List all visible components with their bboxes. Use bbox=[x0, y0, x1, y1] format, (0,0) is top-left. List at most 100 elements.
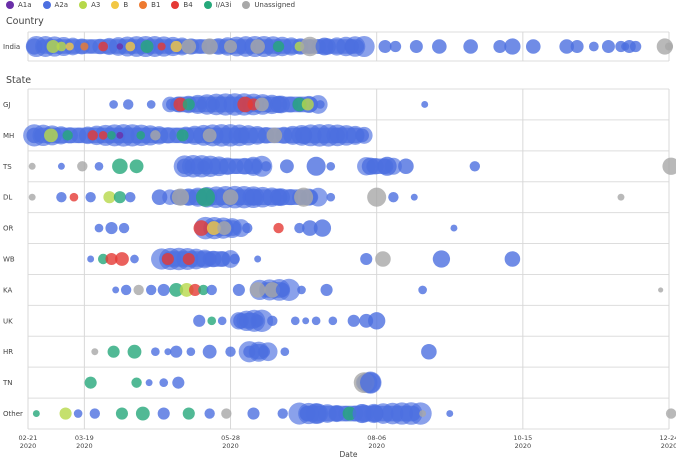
data-point bbox=[250, 39, 265, 54]
data-point bbox=[198, 284, 209, 296]
data-point bbox=[59, 407, 72, 420]
data-point bbox=[367, 187, 387, 207]
data-point bbox=[118, 222, 130, 234]
data-point bbox=[469, 161, 481, 172]
data-point bbox=[244, 188, 263, 206]
x-axis-label: Date bbox=[340, 450, 358, 459]
data-point bbox=[280, 347, 290, 357]
data-point bbox=[570, 40, 584, 53]
legend-swatch bbox=[203, 1, 212, 9]
data-point bbox=[161, 252, 174, 266]
data-point bbox=[656, 38, 673, 55]
legend-label: A3 bbox=[91, 1, 101, 9]
data-point bbox=[421, 343, 437, 360]
data-point bbox=[493, 40, 507, 53]
row-label: MH bbox=[3, 132, 14, 140]
row-label: OR bbox=[3, 225, 14, 233]
x-tick-label: 03-19 bbox=[75, 434, 94, 442]
data-point bbox=[169, 282, 184, 297]
legend-swatch bbox=[242, 1, 251, 9]
data-point bbox=[326, 161, 336, 171]
legend-label: B4 bbox=[183, 1, 193, 9]
data-point bbox=[275, 282, 290, 297]
data-point bbox=[264, 282, 281, 298]
data-point bbox=[305, 403, 327, 424]
data-point bbox=[26, 38, 43, 55]
data-point bbox=[329, 127, 345, 144]
x-tick-label: 12-24 bbox=[660, 434, 676, 442]
data-point bbox=[313, 219, 332, 237]
x-tick-year: 2020 bbox=[222, 442, 239, 450]
data-point bbox=[297, 285, 306, 295]
data-point bbox=[120, 284, 132, 296]
data-point bbox=[157, 407, 170, 420]
data-point bbox=[28, 193, 36, 201]
data-point bbox=[251, 314, 264, 327]
legend-item: B1 bbox=[139, 1, 160, 9]
data-point bbox=[57, 162, 65, 170]
row-label: TN bbox=[2, 379, 13, 387]
x-tick-label: 02-21 bbox=[19, 434, 38, 442]
data-point bbox=[115, 407, 129, 420]
data-point bbox=[300, 36, 320, 57]
data-point bbox=[269, 95, 288, 114]
data-point bbox=[98, 131, 108, 140]
data-point bbox=[360, 372, 381, 394]
data-point bbox=[159, 378, 169, 387]
data-point bbox=[103, 191, 116, 204]
data-point bbox=[130, 254, 139, 264]
row-label: GJ bbox=[3, 101, 11, 109]
data-point bbox=[28, 162, 36, 170]
data-point bbox=[232, 283, 245, 296]
data-point bbox=[206, 284, 217, 296]
data-point bbox=[85, 191, 96, 203]
data-point bbox=[182, 252, 195, 266]
data-point bbox=[26, 127, 43, 144]
data-point bbox=[665, 408, 676, 419]
data-point bbox=[222, 189, 239, 205]
legend-item: A3 bbox=[79, 1, 100, 9]
data-point bbox=[182, 407, 195, 420]
data-point bbox=[206, 221, 221, 236]
data-point bbox=[225, 346, 236, 357]
data-point bbox=[170, 345, 183, 358]
data-point bbox=[269, 188, 288, 206]
data-point bbox=[69, 192, 79, 202]
data-point bbox=[176, 158, 193, 175]
row-label: Other bbox=[3, 410, 23, 418]
data-point bbox=[89, 408, 101, 419]
data-point bbox=[73, 409, 83, 418]
data-point bbox=[131, 377, 142, 388]
data-point bbox=[151, 189, 168, 205]
data-point bbox=[233, 313, 249, 329]
legend-label: A2a bbox=[54, 1, 69, 9]
data-point bbox=[202, 344, 217, 359]
data-point bbox=[328, 316, 338, 326]
data-point bbox=[46, 40, 60, 53]
data-point bbox=[308, 187, 328, 207]
data-point bbox=[56, 191, 67, 203]
data-point bbox=[140, 40, 154, 53]
data-point bbox=[56, 41, 67, 52]
data-point bbox=[525, 39, 541, 54]
data-point bbox=[123, 99, 134, 110]
x-tick-year: 2020 bbox=[368, 442, 385, 450]
legend-swatch bbox=[6, 1, 14, 9]
data-point bbox=[361, 157, 380, 175]
data-point bbox=[450, 224, 458, 232]
data-point bbox=[410, 193, 418, 201]
data-point bbox=[196, 99, 207, 110]
legend-item: B bbox=[111, 1, 128, 9]
data-point bbox=[446, 410, 454, 418]
data-point bbox=[157, 42, 166, 51]
data-point bbox=[109, 100, 118, 109]
data-point bbox=[368, 312, 386, 330]
data-point bbox=[172, 376, 185, 389]
data-point bbox=[224, 40, 238, 53]
data-point bbox=[329, 405, 345, 422]
data-point bbox=[504, 251, 521, 267]
data-point bbox=[65, 42, 74, 51]
x-tick-year: 2020 bbox=[515, 442, 532, 450]
data-point bbox=[342, 406, 357, 421]
data-point bbox=[658, 287, 664, 293]
